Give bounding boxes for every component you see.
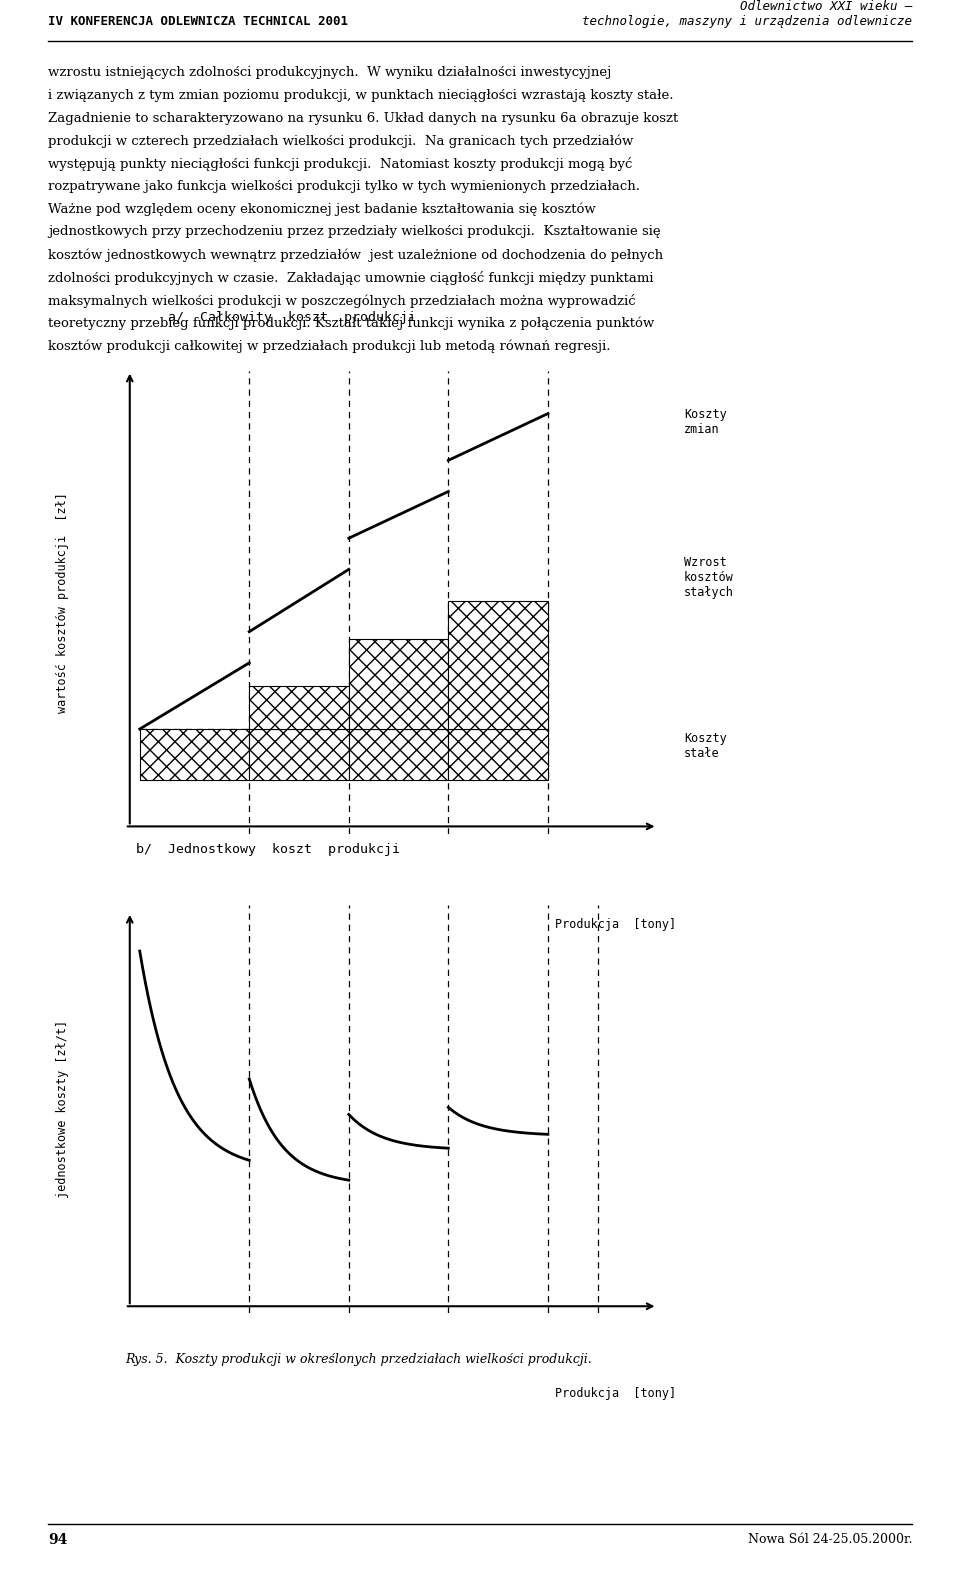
- Text: jednostkowe koszty [zł/t]: jednostkowe koszty [zł/t]: [57, 1020, 69, 1199]
- Text: Wzrost
kosztów
stałych: Wzrost kosztów stałych: [684, 556, 733, 599]
- Bar: [250, 687, 348, 729]
- Text: Odlewnictwo XXI wieku –
technologie, maszyny i urządzenia odlewnicze: Odlewnictwo XXI wieku – technologie, mas…: [582, 0, 912, 28]
- Text: Nowa Sól 24-25.05.2000r.: Nowa Sól 24-25.05.2000r.: [748, 1533, 912, 1546]
- Text: b/  Jednostkowy  koszt  produkcji: b/ Jednostkowy koszt produkcji: [135, 844, 399, 856]
- Text: Produkcja  [tony]: Produkcja [tony]: [555, 1387, 676, 1400]
- Text: i związanych z tym zmian poziomu produkcji, w punktach nieciągłości wzrastają ko: i związanych z tym zmian poziomu produkc…: [48, 90, 674, 102]
- Bar: [140, 729, 250, 779]
- Text: produkcji w czterech przedziałach wielkości produkcji.  Na granicach tych przedz: produkcji w czterech przedziałach wielko…: [48, 135, 634, 148]
- Text: występują punkty nieciągłości funkcji produkcji.  Natomiast koszty produkcji mog: występują punkty nieciągłości funkcji pr…: [48, 157, 633, 171]
- Text: Koszty
zmian: Koszty zmian: [684, 408, 727, 435]
- Text: rozpatrywane jako funkcja wielkości produkcji tylko w tych wymienionych przedzia: rozpatrywane jako funkcja wielkości prod…: [48, 181, 640, 193]
- Bar: [448, 600, 548, 729]
- Text: kosztów produkcji całkowitej w przedziałach produkcji lub metodą równań regresji: kosztów produkcji całkowitej w przedział…: [48, 339, 611, 353]
- Text: Ważne pod względem oceny ekonomicznej jest badanie kształtowania się kosztów: Ważne pod względem oceny ekonomicznej je…: [48, 203, 596, 217]
- Text: Produkcja  [tony]: Produkcja [tony]: [555, 917, 676, 930]
- Text: a/  Całkowity  koszt  produkcji: a/ Całkowity koszt produkcji: [168, 311, 416, 325]
- Text: wzrostu istniejących zdolności produkcyjnych.  W wyniku działalności inwestycyjn: wzrostu istniejących zdolności produkcyj…: [48, 66, 612, 79]
- Bar: [348, 639, 448, 729]
- Bar: [250, 729, 348, 779]
- Text: Koszty
stałe: Koszty stałe: [684, 732, 727, 760]
- Text: kosztów jednostkowych wewnątrz przedziałów  jest uzależnione od dochodzenia do p: kosztów jednostkowych wewnątrz przedział…: [48, 248, 663, 262]
- Text: wartość kosztów produkcji  [zł]: wartość kosztów produkcji [zł]: [57, 492, 69, 713]
- Text: teoretyczny przebieg funkcji produkcji. Kształt takiej funkcji wynika z połączen: teoretyczny przebieg funkcji produkcji. …: [48, 317, 655, 330]
- Text: zdolności produkcyjnych w czasie.  Zakładając umownie ciągłość funkcji między pu: zdolności produkcyjnych w czasie. Zakład…: [48, 272, 654, 284]
- Text: maksymalnych wielkości produkcji w poszczególnych przedziałach można wyprowadzić: maksymalnych wielkości produkcji w poszc…: [48, 294, 636, 308]
- Text: IV KONFERENCJA ODLEWNICZA TECHNICAL 2001: IV KONFERENCJA ODLEWNICZA TECHNICAL 2001: [48, 16, 348, 28]
- Text: Zagadnienie to scharakteryzowano na rysunku 6. Układ danych na rysunku 6a obrazu: Zagadnienie to scharakteryzowano na rysu…: [48, 112, 679, 124]
- Text: 94: 94: [48, 1533, 67, 1547]
- Bar: [348, 729, 448, 779]
- Bar: [448, 729, 548, 779]
- Text: Rys. 5.  Koszty produkcji w określonych przedziałach wielkości produkcji.: Rys. 5. Koszty produkcji w określonych p…: [125, 1353, 591, 1365]
- Text: jednostkowych przy przechodzeniu przez przedziały wielkości produkcji.  Kształto: jednostkowych przy przechodzeniu przez p…: [48, 226, 660, 239]
